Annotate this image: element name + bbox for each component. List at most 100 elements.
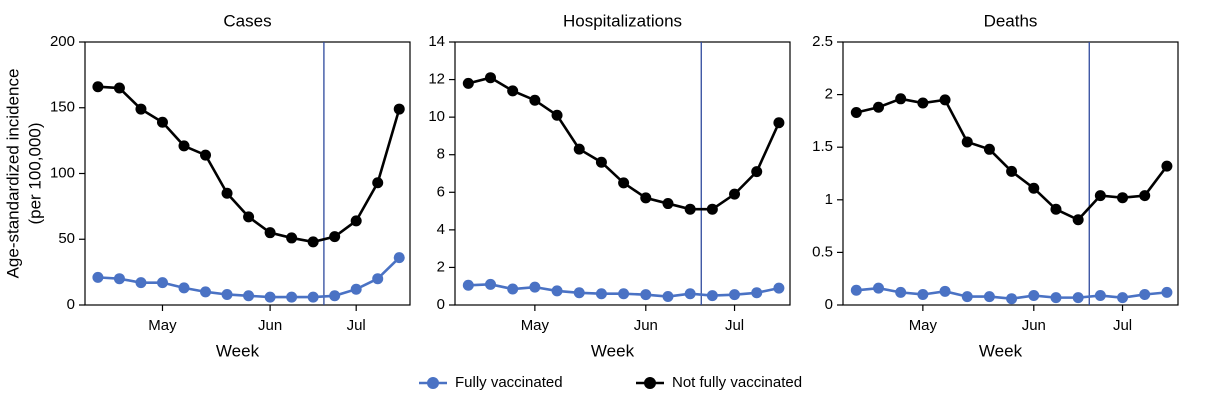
data-point [135, 277, 147, 289]
x-tick-label: Jun [258, 317, 282, 334]
data-point [507, 85, 519, 97]
data-point [729, 188, 741, 200]
data-point [113, 273, 125, 285]
y-tick-label: 150 [50, 99, 75, 116]
data-point [1139, 288, 1151, 300]
data-point [751, 166, 763, 178]
data-point [372, 273, 384, 285]
data-point [462, 279, 474, 291]
data-point [706, 203, 718, 215]
data-point [1006, 293, 1018, 305]
data-point [872, 101, 884, 113]
y-axis-label: (per 100,000) [25, 122, 44, 224]
data-point [573, 287, 585, 299]
legend-marker [644, 377, 656, 389]
data-point [551, 109, 563, 121]
data-point [156, 277, 168, 289]
data-point [1117, 292, 1129, 304]
data-point [595, 288, 607, 300]
data-point [264, 291, 276, 303]
data-point [640, 192, 652, 204]
data-point [372, 177, 384, 189]
data-point [1094, 290, 1106, 302]
data-point [1161, 160, 1173, 172]
y-tick-label: 4 [437, 221, 445, 238]
data-point [462, 77, 474, 89]
data-point [684, 288, 696, 300]
data-point [393, 103, 405, 115]
data-point [640, 289, 652, 301]
data-point [264, 227, 276, 239]
data-point [200, 286, 212, 298]
data-point [751, 287, 763, 299]
y-tick-label: 14 [428, 33, 445, 50]
data-point [350, 283, 362, 295]
data-point [850, 284, 862, 296]
y-tick-label: 0 [67, 296, 75, 313]
legend-marker [427, 377, 439, 389]
y-axis-label: Age-standardized incidence [3, 69, 22, 279]
data-point [393, 252, 405, 264]
data-point [307, 236, 319, 248]
data-point [92, 271, 104, 283]
data-point [307, 291, 319, 303]
y-tick-label: 1.5 [812, 138, 833, 155]
y-tick-label: 0 [825, 296, 833, 313]
data-point [618, 177, 630, 189]
data-point [939, 285, 951, 297]
data-point [1161, 286, 1173, 298]
data-point [729, 289, 741, 301]
data-point [286, 232, 298, 244]
data-point [573, 143, 585, 155]
data-point [939, 94, 951, 106]
panel-title: Hospitalizations [563, 11, 682, 30]
data-point [961, 136, 973, 148]
data-point [895, 93, 907, 105]
data-point [529, 281, 541, 293]
data-point [684, 203, 696, 215]
x-axis-label: Week [591, 341, 635, 360]
y-tick-label: 50 [58, 230, 75, 247]
data-point [221, 288, 233, 300]
data-point [1028, 290, 1040, 302]
y-tick-label: 0 [437, 296, 445, 313]
data-point [1139, 190, 1151, 202]
data-point [961, 291, 973, 303]
y-tick-label: 8 [437, 146, 445, 163]
data-point [243, 211, 255, 223]
y-tick-label: 10 [428, 108, 445, 125]
plot-frame [842, 41, 1179, 306]
x-axis-label: Week [979, 341, 1023, 360]
plot-frame [454, 41, 791, 306]
data-point [662, 291, 674, 303]
y-tick-label: 1 [825, 191, 833, 208]
data-point [1117, 192, 1129, 204]
x-tick-label: May [521, 317, 550, 334]
data-point [850, 106, 862, 118]
y-tick-label: 2 [825, 86, 833, 103]
data-point [507, 283, 519, 295]
data-point [221, 187, 233, 199]
x-tick-label: May [909, 317, 938, 334]
data-point [1006, 165, 1018, 177]
data-point [1028, 182, 1040, 194]
x-tick-label: Jun [634, 317, 658, 334]
data-point [983, 143, 995, 155]
data-point [286, 291, 298, 303]
data-point [135, 103, 147, 115]
x-tick-label: May [148, 317, 177, 334]
data-point [484, 72, 496, 84]
data-point [1050, 203, 1062, 215]
x-tick-label: Jul [1113, 317, 1132, 334]
data-point [662, 198, 674, 210]
data-point [773, 117, 785, 129]
data-point [329, 290, 341, 302]
x-tick-label: Jul [347, 317, 366, 334]
y-tick-label: 6 [437, 183, 445, 200]
data-point [872, 282, 884, 294]
x-axis-label: Week [216, 341, 260, 360]
x-tick-label: Jul [725, 317, 744, 334]
data-point [1094, 190, 1106, 202]
data-point [917, 288, 929, 300]
